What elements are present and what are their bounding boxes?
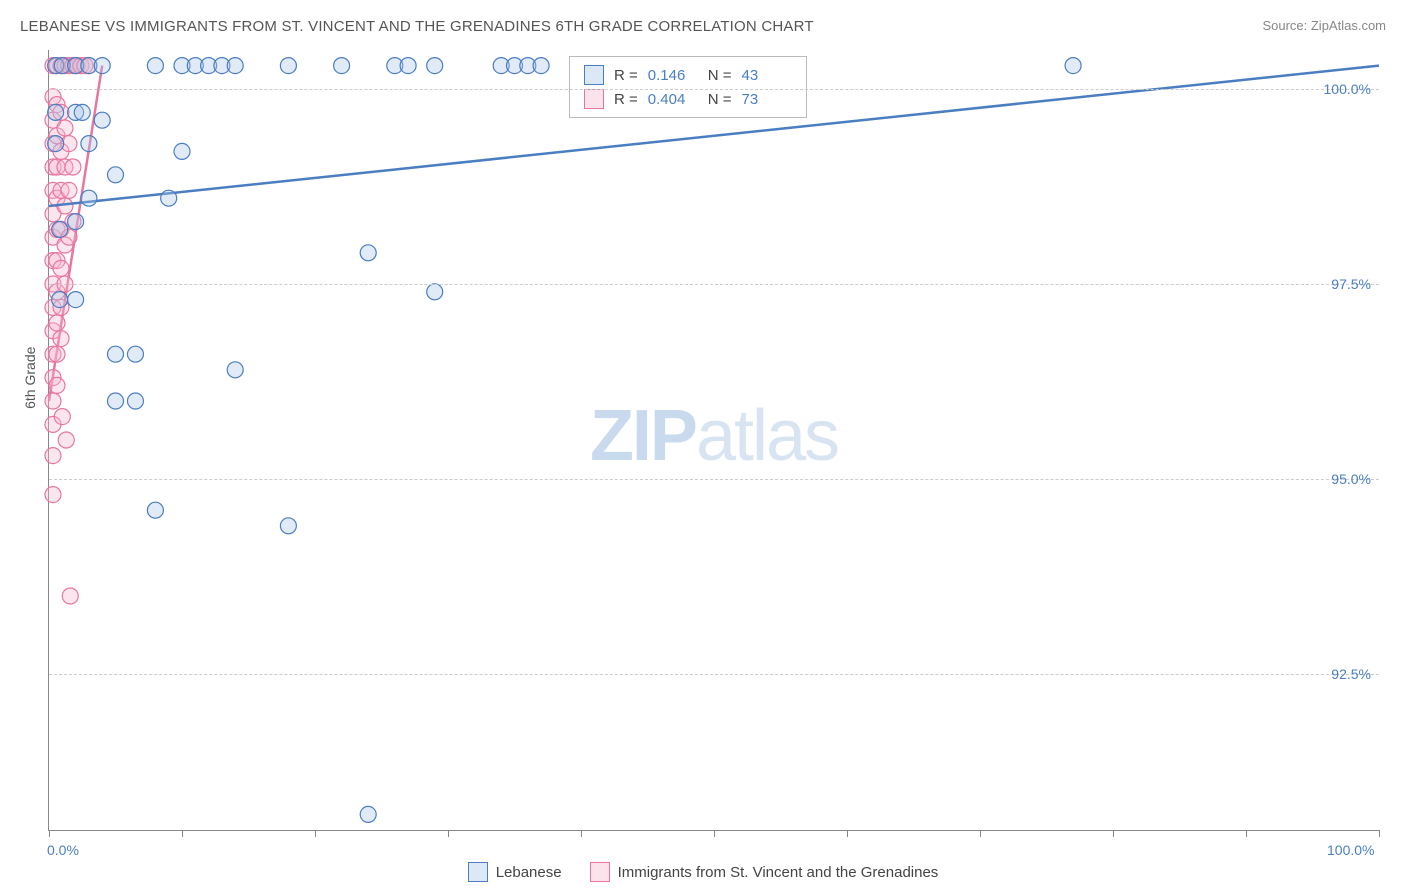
data-point — [49, 377, 65, 393]
data-point — [52, 292, 68, 308]
series-legend: Lebanese Immigrants from St. Vincent and… — [0, 862, 1406, 882]
x-tick — [1113, 830, 1114, 837]
data-point — [94, 58, 110, 74]
data-point — [108, 393, 124, 409]
gridline-h — [49, 284, 1379, 285]
stats-legend-row: R = 0.404 N = 73 — [584, 87, 792, 111]
legend-item-svg-immigrants: Immigrants from St. Vincent and the Gren… — [590, 862, 939, 882]
data-point — [62, 588, 78, 604]
x-tick — [714, 830, 715, 837]
data-point — [45, 487, 61, 503]
data-point — [48, 104, 64, 120]
data-point — [49, 346, 65, 362]
data-point — [360, 245, 376, 261]
y-tick-label: 100.0% — [1324, 81, 1371, 97]
r-label: R = — [614, 67, 638, 84]
data-point — [400, 58, 416, 74]
y-tick-label: 97.5% — [1331, 276, 1371, 292]
data-point — [147, 58, 163, 74]
r-label: R = — [614, 91, 638, 108]
legend-item-lebanese: Lebanese — [468, 862, 562, 882]
n-label: N = — [708, 91, 732, 108]
data-point — [65, 159, 81, 175]
data-point — [127, 346, 143, 362]
data-point — [280, 518, 296, 534]
data-point — [161, 190, 177, 206]
n-value: 43 — [742, 67, 792, 84]
data-point — [94, 112, 110, 128]
n-value: 73 — [742, 91, 792, 108]
swatch-lebanese — [468, 862, 488, 882]
swatch-svg-immigrants — [590, 862, 610, 882]
data-point — [81, 190, 97, 206]
data-point — [57, 120, 73, 136]
n-label: N = — [708, 67, 732, 84]
x-tick — [1246, 830, 1247, 837]
data-point — [53, 331, 69, 347]
x-tick — [847, 830, 848, 837]
x-tick — [581, 830, 582, 837]
stats-swatch — [584, 89, 604, 109]
gridline-h — [49, 89, 1379, 90]
data-point — [227, 362, 243, 378]
data-point — [61, 182, 77, 198]
data-point — [74, 104, 90, 120]
gridline-h — [49, 674, 1379, 675]
data-point — [45, 393, 61, 409]
data-point — [174, 143, 190, 159]
data-point — [360, 806, 376, 822]
data-point — [53, 260, 69, 276]
data-point — [427, 58, 443, 74]
data-point — [427, 284, 443, 300]
legend-label-lebanese: Lebanese — [496, 864, 562, 881]
data-point — [108, 346, 124, 362]
data-point — [49, 315, 65, 331]
data-point — [1065, 58, 1081, 74]
x-tick — [448, 830, 449, 837]
x-tick-label: 100.0% — [1327, 842, 1374, 858]
x-tick — [980, 830, 981, 837]
data-point — [533, 58, 549, 74]
r-value: 0.404 — [648, 91, 698, 108]
chart-title: LEBANESE VS IMMIGRANTS FROM ST. VINCENT … — [20, 18, 814, 35]
data-point — [147, 502, 163, 518]
data-point — [127, 393, 143, 409]
x-tick — [315, 830, 316, 837]
stats-swatch — [584, 65, 604, 85]
gridline-h — [49, 479, 1379, 480]
y-axis-label: 6th Grade — [22, 347, 38, 409]
y-tick-label: 95.0% — [1331, 471, 1371, 487]
data-point — [280, 58, 296, 74]
data-point — [45, 448, 61, 464]
x-tick — [182, 830, 183, 837]
plot-area: ZIPatlas R =0.146N =43R =0.404N =73 92.5… — [48, 50, 1379, 831]
data-point — [58, 432, 74, 448]
data-point — [54, 409, 70, 425]
stats-legend: R = 0.146 N = 43 R = 0.404 N = 73 — [569, 56, 807, 118]
data-point — [108, 167, 124, 183]
stats-legend-row: R = 0.146 N = 43 — [584, 63, 792, 87]
data-point — [68, 292, 84, 308]
x-tick-label: 0.0% — [47, 842, 79, 858]
chart-svg — [49, 50, 1379, 830]
source-label: Source: ZipAtlas.com — [1262, 18, 1386, 33]
x-tick — [49, 830, 50, 837]
data-point — [334, 58, 350, 74]
data-point — [227, 58, 243, 74]
legend-label-svg-immigrants: Immigrants from St. Vincent and the Gren… — [618, 864, 939, 881]
data-point — [81, 136, 97, 152]
data-point — [68, 214, 84, 230]
x-tick — [1379, 830, 1380, 837]
y-tick-label: 92.5% — [1331, 666, 1371, 682]
r-value: 0.146 — [648, 67, 698, 84]
data-point — [48, 136, 64, 152]
data-point — [52, 221, 68, 237]
